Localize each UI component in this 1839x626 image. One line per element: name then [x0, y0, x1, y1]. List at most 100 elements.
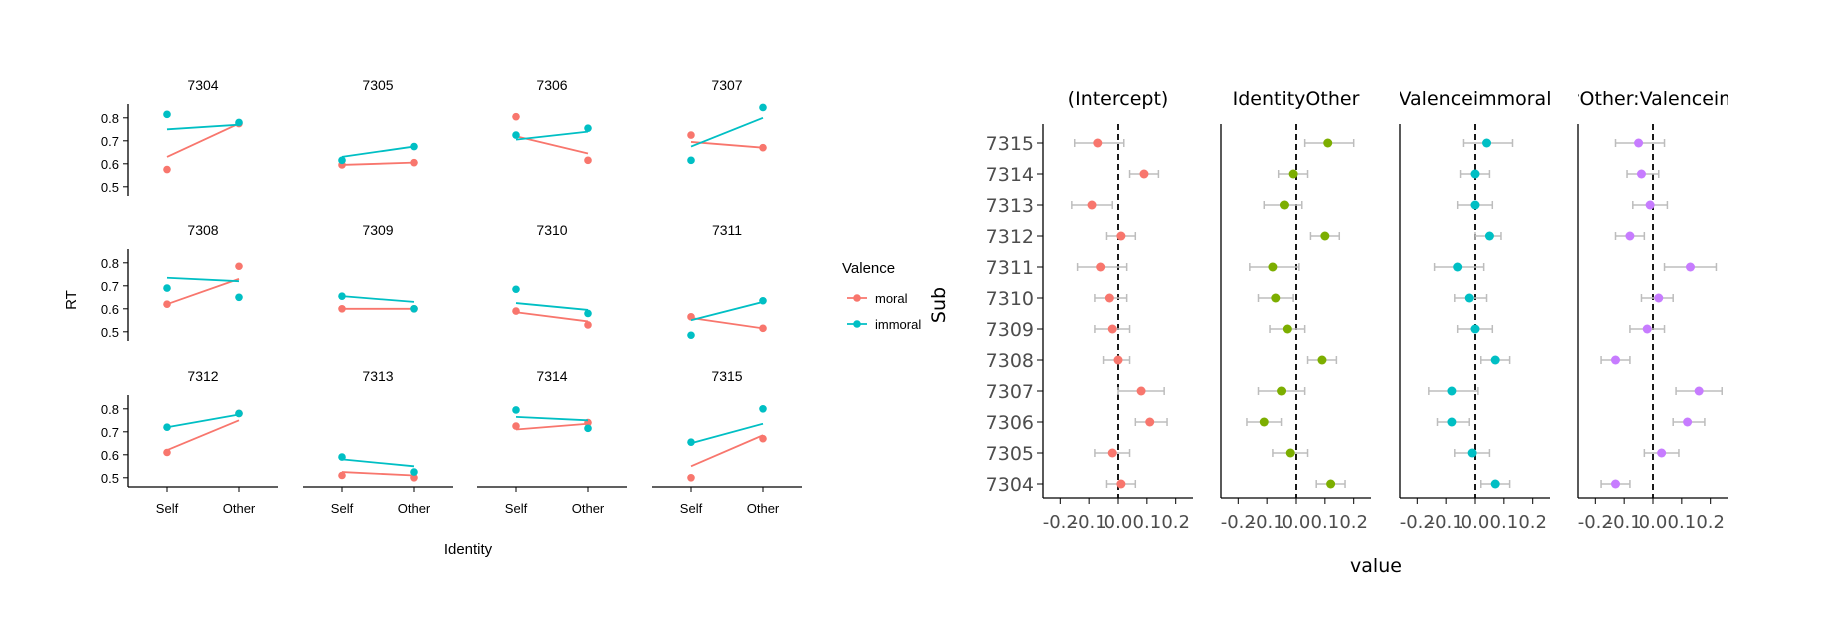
- facet-title: 7304: [187, 77, 218, 93]
- point-immoral: [235, 293, 243, 302]
- x-tick-label: -0.1: [1072, 512, 1107, 533]
- estimate-point: [1654, 293, 1664, 303]
- fit-line-immoral: [166, 413, 240, 429]
- estimate-point: [1611, 479, 1620, 489]
- point-immoral: [584, 424, 592, 433]
- point-moral: [235, 262, 243, 271]
- estimate-point: [1107, 448, 1117, 458]
- x-tick-label: -0.2: [1221, 512, 1256, 533]
- point-moral: [410, 474, 418, 482]
- point-moral: [584, 321, 592, 329]
- y-tick-label: 7305: [986, 443, 1034, 465]
- facet-7309: 7309: [338, 222, 418, 313]
- y-tick-label: 7311: [986, 257, 1034, 279]
- y-tick-label: 7310: [986, 288, 1034, 310]
- y-tick-label: 0.5: [101, 471, 119, 486]
- estimate-point: [1447, 386, 1457, 396]
- point-immoral: [512, 285, 520, 294]
- panel-title: Valenceimmoral: [1399, 88, 1552, 110]
- x-tick-label: 0.0: [1282, 512, 1311, 533]
- y-tick-label: 7309: [986, 319, 1034, 341]
- y-axis-title: RT: [63, 290, 80, 310]
- point-immoral: [512, 406, 520, 414]
- facet-title: 7305: [362, 77, 393, 93]
- panel-title: yOther:Valenceim: [1568, 88, 1737, 110]
- facet-title: 7309: [362, 222, 393, 238]
- x-tick-label: 0.2: [1161, 512, 1190, 533]
- estimate-point: [1657, 448, 1667, 458]
- estimate-point: [1282, 324, 1292, 334]
- legend-key-point: [853, 320, 861, 328]
- estimate-point: [1096, 262, 1106, 272]
- point-moral: [759, 143, 767, 152]
- fit-line-moral: [166, 419, 240, 452]
- point-immoral: [410, 305, 418, 313]
- x-tick-label: Self: [680, 501, 703, 516]
- facet-7308: 7308 0.5 0.6 0.7 0.8: [101, 222, 243, 341]
- fit-line-immoral: [166, 123, 240, 131]
- facet-title: 7313: [362, 368, 393, 384]
- x-tick-label: 0.1: [1668, 512, 1697, 533]
- facet-7310: 7310: [512, 222, 592, 329]
- y-tick-label: 0.6: [101, 157, 119, 172]
- fit-line-moral: [341, 471, 415, 477]
- estimate-point: [1317, 355, 1327, 365]
- facet-7312: 7312 0.5 0.6 0.7 0.8 Self Other: [101, 368, 278, 516]
- estimate-point: [1636, 169, 1646, 179]
- x-tick-label: 0.1: [1311, 512, 1340, 533]
- legend-label-immoral: immoral: [875, 317, 921, 332]
- point-immoral: [759, 296, 767, 305]
- y-tick-label: 0.8: [101, 402, 119, 417]
- y-tick-label: 7304: [986, 474, 1034, 496]
- point-moral: [163, 165, 171, 174]
- estimate-point: [1490, 355, 1500, 365]
- x-tick-label: Other: [572, 501, 605, 516]
- x-tick-label: Self: [505, 501, 528, 516]
- estimate-point: [1279, 200, 1289, 210]
- x-tick-label: Other: [398, 501, 431, 516]
- fit-line-immoral: [690, 301, 764, 322]
- estimate-point: [1104, 293, 1114, 303]
- point-immoral: [687, 438, 695, 446]
- point-moral: [512, 112, 520, 121]
- point-immoral: [338, 156, 346, 165]
- fit-line-moral: [341, 161, 415, 166]
- x-tick-label: 0.1: [1490, 512, 1519, 533]
- y-tick-label: 0.7: [101, 279, 119, 294]
- point-immoral: [163, 110, 171, 119]
- legend-key-point: [853, 294, 861, 302]
- estimate-point: [1320, 231, 1330, 241]
- legend: Valence moral immoral: [842, 260, 921, 332]
- point-moral: [163, 448, 171, 457]
- x-tick-label: 0.0: [1461, 512, 1490, 533]
- point-moral: [163, 300, 171, 309]
- estimate-point: [1277, 386, 1287, 396]
- y-tick-label: 0.5: [101, 325, 119, 340]
- x-tick-label: 0.2: [1339, 512, 1368, 533]
- estimate-point: [1326, 479, 1336, 489]
- estimate-point: [1285, 448, 1295, 458]
- facet-7306: 7306: [512, 77, 592, 165]
- point-moral: [512, 307, 520, 315]
- estimate-point: [1482, 138, 1492, 148]
- x-tick-label: -0.1: [1429, 512, 1464, 533]
- x-tick-label: 0.2: [1696, 512, 1725, 533]
- x-tick-label: 0.0: [1639, 512, 1668, 533]
- estimate-point: [1259, 417, 1269, 427]
- x-tick-label: -0.2: [1400, 512, 1435, 533]
- fit-line-immoral: [341, 458, 415, 468]
- legend-label-moral: moral: [875, 291, 908, 306]
- x-tick-label: Other: [223, 501, 256, 516]
- estimate-point: [1288, 169, 1298, 179]
- facet-title: 7308: [187, 222, 218, 238]
- x-tick-label: 0.1: [1133, 512, 1162, 533]
- facet-7305: 7305: [338, 77, 418, 169]
- facet-title: 7310: [536, 222, 567, 238]
- estimate-point: [1139, 169, 1149, 179]
- estimate-point: [1634, 138, 1644, 148]
- coef-panel-4: yOther:Valenceim -0.2-0.10.0 0.1 0.2: [1568, 88, 1737, 533]
- estimate-point: [1625, 231, 1635, 241]
- estimate-point: [1642, 324, 1652, 334]
- estimate-point: [1136, 386, 1146, 396]
